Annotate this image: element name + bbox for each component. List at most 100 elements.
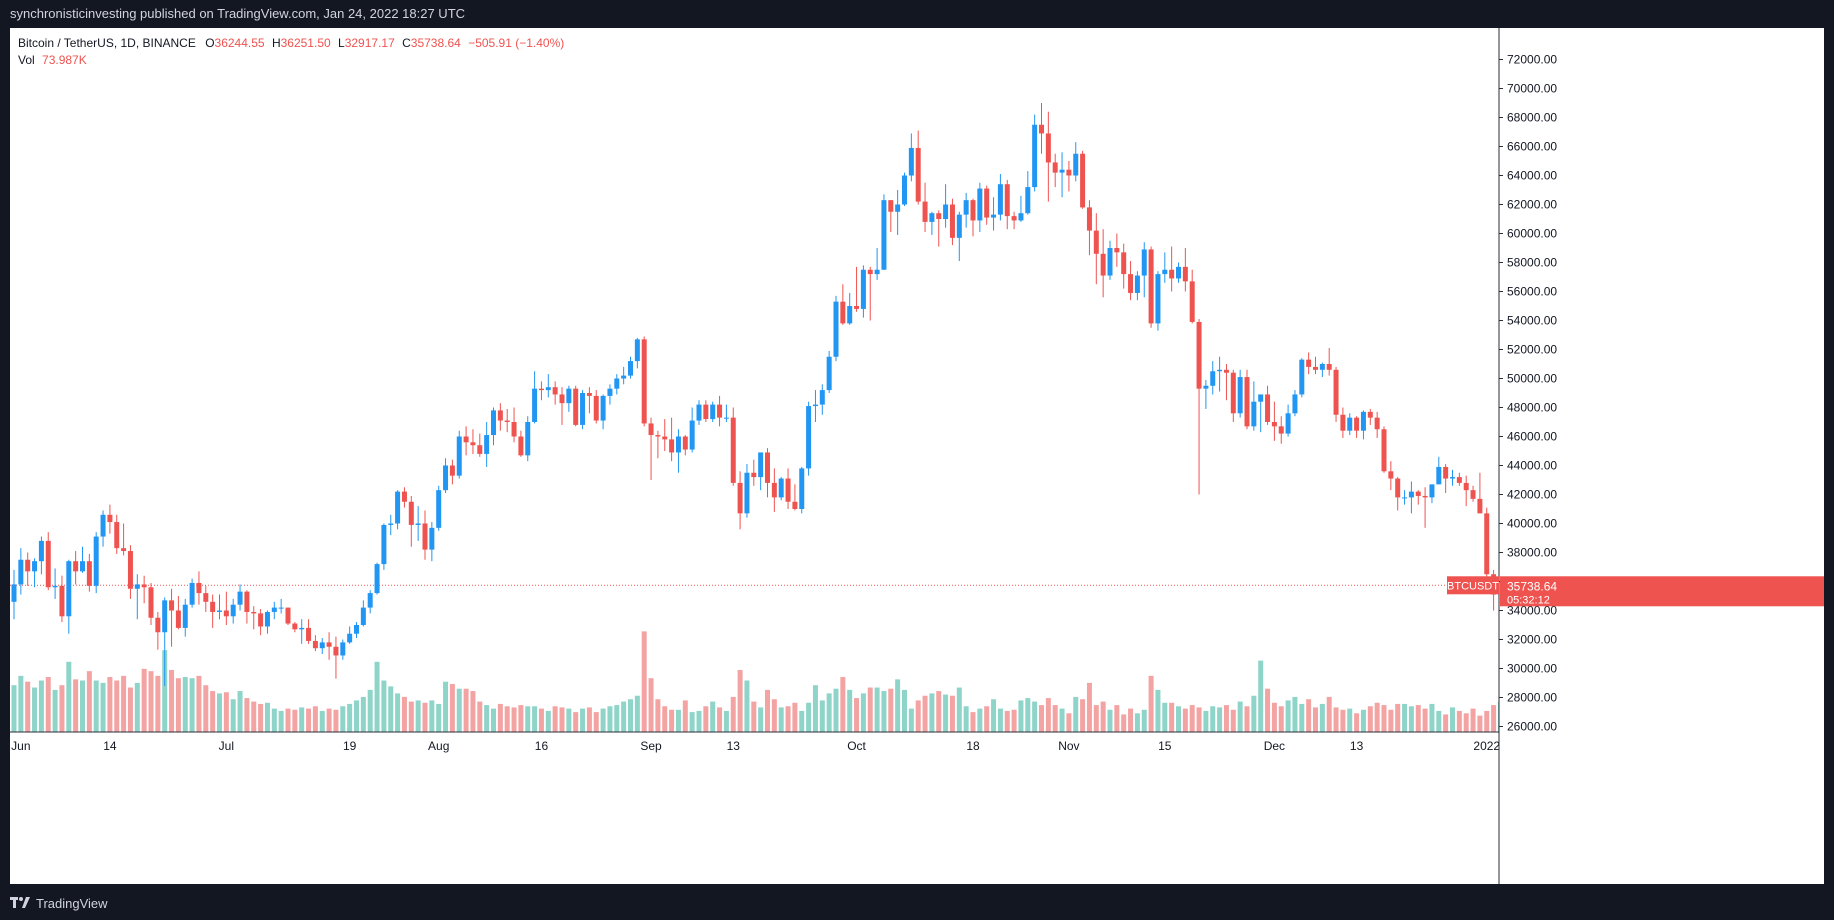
price-axis: 26000.00 28000.00 30000.00 32000.00 34000.00… <box>1447 28 1824 884</box>
candle-body <box>80 561 85 572</box>
candle-body <box>340 642 346 656</box>
chart-panel[interactable]: Jun14Jul19Aug16Sep13Oct18Nov15Dec1320221… <box>10 28 1824 884</box>
volume-bar <box>80 680 85 732</box>
candle-body <box>1463 482 1469 491</box>
candle-body <box>634 339 640 362</box>
volume-bar <box>641 631 647 732</box>
volume-bar <box>388 686 394 732</box>
volume-bar <box>456 688 462 732</box>
candle-body <box>429 527 435 550</box>
candle-body <box>271 607 277 612</box>
volume-bar <box>984 706 990 732</box>
volume-bar <box>1148 675 1154 732</box>
volume-bar <box>93 680 99 732</box>
volume-bar <box>278 710 284 732</box>
volume-bar <box>826 693 832 732</box>
footer-brand[interactable]: TradingView <box>36 896 108 911</box>
volume-bar <box>1429 703 1435 732</box>
volume-bar <box>18 675 24 732</box>
candle-body <box>477 445 483 454</box>
candle-body <box>854 306 860 309</box>
price-tick-label: 68000.00 <box>1507 111 1557 125</box>
candle-body <box>819 390 825 405</box>
volume-bar <box>771 699 777 732</box>
candle-body <box>765 452 770 483</box>
candle-body <box>902 175 907 205</box>
candle-body <box>449 465 455 476</box>
candle-body <box>1128 274 1134 293</box>
volume-bar <box>52 689 58 732</box>
volume-bar <box>792 702 798 732</box>
candle-body <box>552 387 558 395</box>
time-tick-label: 19 <box>343 739 357 753</box>
candle-body <box>1443 466 1449 479</box>
volume-bar <box>491 708 496 732</box>
tradingview-logo-icon[interactable] <box>10 894 30 914</box>
volume-bar <box>997 708 1003 732</box>
volume-bar <box>1176 706 1181 732</box>
volume-bar <box>1443 714 1449 732</box>
candle-body <box>1114 248 1120 253</box>
volume-bar <box>963 706 969 732</box>
candle-body <box>799 468 805 509</box>
volume-bar <box>1169 702 1175 732</box>
volume-bar <box>443 681 449 732</box>
volume-bar <box>888 688 894 732</box>
candle-body <box>888 200 894 212</box>
candle-body <box>182 604 188 628</box>
symbol-label[interactable]: Bitcoin / TetherUS, 1D, BINANCE <box>18 36 196 50</box>
candle-body <box>737 482 743 514</box>
volume-bar <box>1463 713 1469 732</box>
volume-bar <box>333 709 339 732</box>
volume-bar <box>1456 710 1462 732</box>
candle-body <box>806 406 812 469</box>
candle-body <box>655 435 661 437</box>
candle-body <box>237 591 243 605</box>
volume-label[interactable]: Vol <box>18 53 35 67</box>
volume-bar <box>532 706 538 732</box>
candle-body <box>1278 426 1284 434</box>
candle-body <box>1388 471 1394 479</box>
volume-bar <box>1162 702 1168 732</box>
volume-bar <box>949 695 955 732</box>
volume-bar <box>943 694 949 732</box>
candle-body <box>162 600 168 633</box>
candle-body <box>785 478 791 502</box>
volume-bar <box>874 687 880 732</box>
volume-bar <box>134 682 140 732</box>
candle-body <box>1059 169 1065 173</box>
candle-body <box>730 417 736 483</box>
volume-bar <box>367 689 373 732</box>
candle-body <box>203 593 209 602</box>
close-label: C <box>402 36 411 50</box>
candlestick-chart[interactable]: Jun14Jul19Aug16Sep13Oct18Nov15Dec1320221… <box>10 28 1824 884</box>
candle-body <box>580 393 586 425</box>
candle-body <box>1025 187 1031 214</box>
volume-bar <box>271 708 277 732</box>
volume-bar <box>1011 709 1017 732</box>
candle-body <box>107 514 113 523</box>
candle-body <box>1251 401 1257 427</box>
candle-body <box>1271 422 1277 427</box>
volume-bar <box>751 701 757 732</box>
published-header: synchronisticinvesting published on Trad… <box>10 6 466 21</box>
candle-body <box>1134 275 1140 293</box>
volume-bar <box>1477 715 1483 732</box>
volume-bar <box>1217 707 1223 732</box>
candle-body <box>751 472 757 478</box>
candle-body <box>1121 252 1127 275</box>
candle-body <box>504 420 510 422</box>
candle-body <box>169 600 175 611</box>
candle-body <box>1107 248 1113 276</box>
candle-body <box>388 523 394 525</box>
volume-bar <box>1004 710 1010 732</box>
volume-bar <box>1436 710 1442 732</box>
volume-bar <box>408 701 414 732</box>
volume-bar <box>100 682 106 732</box>
price-tick-label: 26000.00 <box>1507 720 1557 734</box>
volume-bar <box>1196 707 1202 732</box>
volume-bar <box>1422 708 1428 732</box>
volume-bar <box>634 695 640 732</box>
volume-bar <box>703 706 709 732</box>
price-tick-label: 30000.00 <box>1507 662 1557 676</box>
